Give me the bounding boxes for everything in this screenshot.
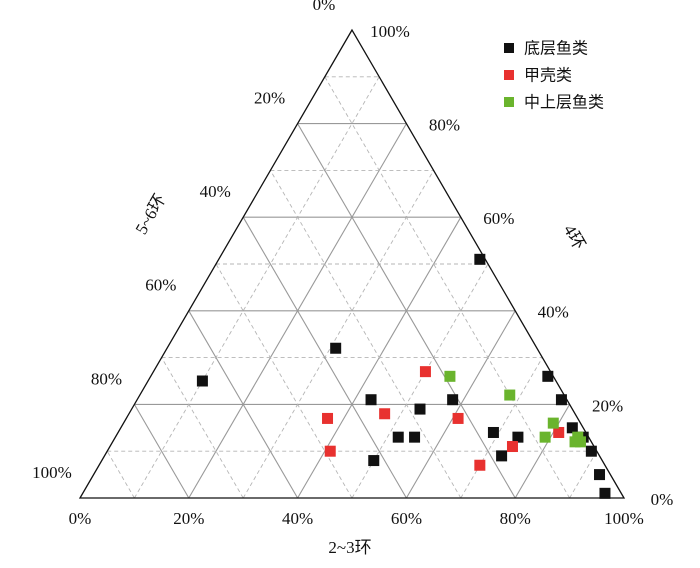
- x-tick-label: 0%: [69, 509, 92, 528]
- data-point: [322, 412, 334, 424]
- data-point: [196, 375, 208, 387]
- y-tick-label: 100%: [370, 22, 410, 41]
- grid-line: [133, 404, 190, 499]
- grid-line: [242, 216, 407, 499]
- data-point: [474, 253, 486, 265]
- y-tick-label: 40%: [538, 303, 569, 322]
- data-point: [553, 426, 565, 438]
- data-point: [542, 370, 554, 382]
- z-tick-label: 60%: [145, 276, 176, 295]
- data-point: [547, 417, 559, 429]
- data-point: [569, 436, 581, 448]
- x-tick-label: 40%: [282, 509, 313, 528]
- minor-grid-line: [460, 357, 543, 499]
- z-tick-label: 100%: [32, 463, 72, 482]
- data-point: [585, 445, 597, 457]
- z-tick-label: 80%: [91, 369, 122, 388]
- legend-label: 甲壳类: [524, 66, 572, 85]
- z-tick-label: 20%: [254, 89, 285, 108]
- data-point: [419, 366, 431, 378]
- triangle-frame: [78, 28, 626, 499]
- z-axis-title: 5~6环: [132, 191, 170, 238]
- y-tick-label: 80%: [429, 116, 460, 135]
- x-tick-label: 60%: [391, 509, 422, 528]
- data-point: [512, 431, 524, 443]
- data-point: [599, 487, 611, 499]
- y-tick-label: 0%: [651, 490, 674, 509]
- legend-swatch: [504, 70, 514, 80]
- z-tick-label: 40%: [200, 182, 231, 201]
- y-tick-label: 20%: [592, 396, 623, 415]
- minor-grid-line: [324, 76, 570, 499]
- data-point: [496, 450, 508, 462]
- y-axis-title: 4环: [560, 221, 589, 253]
- data-point: [447, 394, 459, 406]
- x-tick-label: 20%: [173, 509, 204, 528]
- data-point: [368, 455, 380, 467]
- data-point: [392, 431, 404, 443]
- data-point: [539, 431, 551, 443]
- legend-label: 底层鱼类: [524, 39, 588, 58]
- minor-grid-line: [106, 450, 135, 499]
- legend-label: 中上层鱼类: [524, 93, 604, 112]
- data-point: [555, 394, 567, 406]
- y-tick-label: 60%: [483, 209, 514, 228]
- data-point: [444, 370, 456, 382]
- data-point: [365, 394, 377, 406]
- data-point: [330, 342, 342, 354]
- minor-grid-line: [242, 170, 434, 499]
- data-point: [414, 403, 426, 415]
- minor-grid-line: [215, 263, 353, 499]
- minor-grid-line: [569, 450, 598, 499]
- data-point: [379, 408, 391, 420]
- grid-line: [188, 310, 299, 499]
- data-point: [487, 426, 499, 438]
- x-tick-label: 80%: [500, 509, 531, 528]
- minor-grid-line: [161, 357, 244, 499]
- data-point: [474, 459, 486, 471]
- data-point: [594, 469, 606, 481]
- data-point: [409, 431, 421, 443]
- x-axis-title: 2~3环: [328, 538, 371, 557]
- data-point: [504, 389, 516, 401]
- data-point: [452, 412, 464, 424]
- grid-line: [297, 123, 516, 499]
- minor-grid-line: [270, 170, 462, 499]
- legend-swatch: [504, 97, 514, 107]
- legend-swatch: [504, 43, 514, 53]
- data-point: [324, 445, 336, 457]
- x-tick-label: 100%: [604, 509, 644, 528]
- data-point: [566, 422, 578, 434]
- data-point: [506, 441, 518, 453]
- z-tick-label: 0%: [313, 0, 336, 14]
